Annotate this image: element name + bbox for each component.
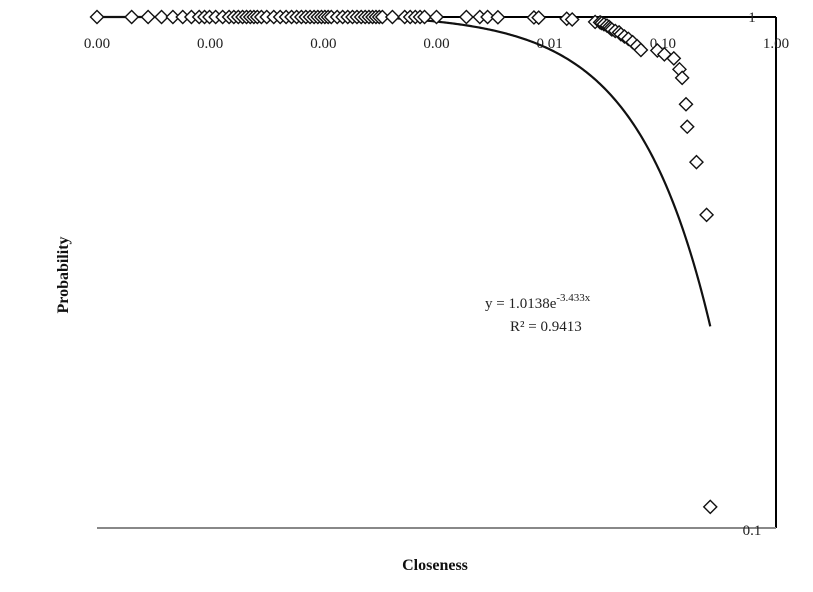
x-tick-label: 0.01	[537, 36, 563, 52]
data-point	[458, 9, 474, 25]
x-tick-labels: 0.00 0.00 0.00 0.00 0.01 0.10 1.00	[84, 36, 789, 52]
exponential-trendline	[97, 15, 712, 327]
data-point	[490, 9, 506, 25]
data-point	[531, 10, 547, 26]
data-point	[564, 11, 580, 27]
data-point	[666, 50, 682, 66]
y-tick-labels: 10.1	[743, 10, 762, 539]
data-point	[702, 499, 718, 515]
y-tick-label: 0.1	[743, 523, 762, 539]
data-point	[89, 9, 105, 25]
scatter-points	[89, 9, 718, 515]
x-tick-label: 0.00	[197, 36, 223, 52]
data-point	[678, 96, 694, 112]
data-point	[480, 9, 496, 25]
data-point	[633, 42, 649, 58]
data-point	[374, 9, 390, 25]
trendline-r-squared: R² = 0.9413	[510, 319, 582, 335]
data-point	[417, 9, 433, 25]
data-point	[679, 119, 695, 135]
data-point	[140, 9, 156, 25]
data-point	[384, 9, 400, 25]
data-point	[165, 9, 181, 25]
x-tick-label: 0.00	[84, 36, 110, 52]
trendline-equation: y = 1.0138e-3.433x	[485, 292, 591, 312]
data-point	[154, 9, 170, 25]
x-axis-title: Closeness	[402, 557, 468, 574]
x-tick-label: 0.00	[423, 36, 449, 52]
data-point	[674, 70, 690, 86]
trendline-equation-exponent: -3.433x	[556, 292, 590, 304]
data-point	[429, 9, 444, 25]
trendline-equation-base: y = 1.0138e	[485, 296, 557, 312]
y-tick-label: 1	[748, 10, 756, 26]
x-tick-label: 1.00	[763, 36, 789, 52]
data-point	[699, 207, 715, 223]
data-point	[688, 154, 704, 170]
data-point	[124, 9, 140, 25]
trendline-layer	[97, 15, 712, 327]
y-axis-title: Probability	[55, 236, 72, 313]
x-tick-label: 0.00	[310, 36, 336, 52]
